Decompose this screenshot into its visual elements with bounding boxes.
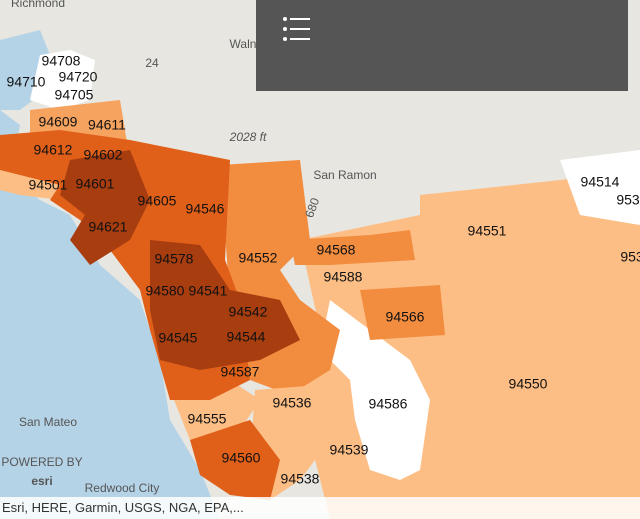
- place-label: Waln: [230, 37, 257, 51]
- zip-label: 94612: [34, 142, 73, 158]
- attribution: Esri, HERE, Garmin, USGS, NGA, EPA,...: [0, 497, 640, 519]
- zip-label: 94609: [39, 114, 78, 130]
- zip-label: 94602: [84, 147, 123, 163]
- toolbar-panel: [256, 0, 628, 91]
- water: [0, 110, 220, 519]
- zip-label: 94588: [324, 269, 363, 285]
- zip-area: [360, 285, 445, 340]
- zip-area: [560, 150, 640, 225]
- zip-label: 94545: [159, 330, 198, 346]
- zip-label: 94555: [188, 411, 227, 427]
- zip-label: 94542: [229, 304, 268, 320]
- place-label: 680: [302, 196, 322, 220]
- zip-label: 94586: [369, 396, 408, 412]
- zip-label: 94538: [281, 471, 320, 487]
- zip-label: 94551: [468, 223, 507, 239]
- zip-label: 94605: [138, 193, 177, 209]
- zip-area: [150, 240, 300, 370]
- place-label: POWERED BY: [1, 455, 82, 469]
- zip-label: 94544: [227, 329, 266, 345]
- zip-label: 94539: [330, 442, 369, 458]
- zip-label: 94578: [155, 251, 194, 267]
- zip-label: 94541: [189, 283, 228, 299]
- zip-area: [60, 150, 150, 265]
- place-label: San Ramon: [313, 168, 376, 182]
- zip-label: 94611: [88, 117, 126, 133]
- zip-label: 94550: [509, 376, 548, 392]
- zip-label: 94601: [76, 176, 115, 192]
- zip-area: [190, 420, 280, 500]
- place-label: esri: [31, 474, 52, 488]
- zip-label: 94536: [273, 395, 312, 411]
- zip-label: 94560: [222, 450, 261, 466]
- zip-label: 94552: [239, 250, 278, 266]
- place-label: 2028 ft: [229, 130, 267, 144]
- zip-label: 94568: [317, 242, 356, 258]
- place-label: San Mateo: [19, 415, 77, 429]
- zip-label: 94587: [221, 364, 260, 380]
- zip-label: 94710: [7, 74, 46, 90]
- zip-label: 94705: [55, 87, 94, 103]
- zip-area: [30, 50, 95, 110]
- zip-label: 953: [620, 249, 640, 265]
- zip-label: 94720: [59, 69, 98, 85]
- zip-area: [290, 230, 415, 265]
- place-label: Richmond: [11, 0, 65, 10]
- legend-button[interactable]: [280, 12, 314, 46]
- zip-label: 953: [616, 192, 640, 208]
- zip-label: 94580: [146, 283, 185, 299]
- place-label: Redwood City: [85, 481, 160, 495]
- zip-label: 94514: [581, 174, 620, 190]
- zip-label: 94546: [186, 201, 225, 217]
- place-label: 24: [145, 56, 159, 70]
- zip-label: 94501: [29, 177, 68, 193]
- zip-area: [320, 300, 430, 480]
- zip-label: 94708: [42, 53, 81, 69]
- zip-label: 94621: [89, 219, 128, 235]
- zip-label: 94566: [386, 309, 425, 325]
